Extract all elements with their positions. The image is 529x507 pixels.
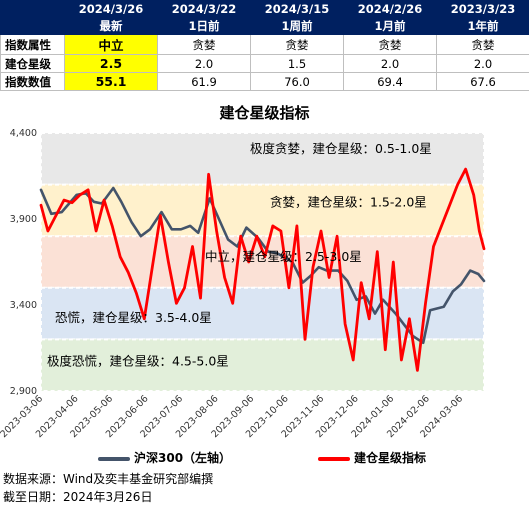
table-cell: 1.5 bbox=[250, 54, 344, 73]
table-cell: 69.4 bbox=[343, 72, 437, 91]
table-cell: 67.6 bbox=[436, 72, 529, 91]
row-label: 建仓星级 bbox=[0, 54, 65, 73]
row-label: 指数数值 bbox=[0, 72, 65, 91]
zone-label: 中立，建仓星级：2.5-3.0星 bbox=[205, 249, 362, 264]
legend-item-index: 建仓星级指标 bbox=[318, 449, 426, 466]
data-source-note: 数据来源：Wind及奕丰基金研究部编撰 bbox=[3, 472, 214, 486]
table-cell: 2.0 bbox=[157, 54, 251, 73]
column-date: 2024/3/22 bbox=[157, 0, 251, 18]
series-line-hs300 bbox=[39, 186, 486, 345]
table-cell: 贪婪 bbox=[250, 34, 344, 55]
y-tick-label: 4,400 bbox=[10, 128, 37, 139]
sentiment-zone bbox=[40, 338, 485, 392]
summary-table: 2024/3/26 2024/3/22 2024/3/15 2024/2/26 … bbox=[0, 0, 529, 91]
header-date-row: 2024/3/26 2024/3/22 2024/3/15 2024/2/26 … bbox=[0, 0, 529, 18]
row-label: 指数属性 bbox=[0, 34, 65, 55]
table-cell: 贪婪 bbox=[343, 34, 437, 55]
y-tick-label: 2,900 bbox=[10, 386, 37, 397]
series-line-index bbox=[39, 167, 486, 372]
table-row: 指数数值 55.1 61.9 76.0 69.4 67.6 bbox=[0, 72, 529, 91]
table-cell: 2.0 bbox=[343, 54, 437, 73]
table-row: 建仓星级 2.5 2.0 1.5 2.0 2.0 bbox=[0, 54, 529, 73]
column-date: 2024/2/26 bbox=[343, 0, 437, 18]
column-relative: 1年前 bbox=[436, 17, 529, 35]
zone-label: 极度恐慌，建仓星级：4.5-5.0星 bbox=[47, 353, 229, 368]
table-cell: 中立 bbox=[64, 34, 158, 55]
column-date: 2024/3/15 bbox=[250, 0, 344, 18]
legend-label-hs300: 沪深300（左轴） bbox=[134, 451, 232, 465]
table-cell: 2.0 bbox=[436, 54, 529, 73]
chart-title: 建仓星级指标 bbox=[219, 104, 310, 122]
chart-area: 2,9003,4003,9004,4002023-03-062023-04-06… bbox=[0, 128, 486, 440]
y-tick-label: 3,400 bbox=[10, 300, 37, 311]
legend-item-hs300: 沪深300（左轴） bbox=[98, 449, 231, 466]
column-relative: 1周前 bbox=[250, 17, 344, 35]
y-tick-label: 3,900 bbox=[10, 214, 37, 225]
column-relative: 最新 bbox=[64, 17, 158, 35]
table-cell: 贪婪 bbox=[157, 34, 251, 55]
zone-label: 恐慌，建仓星级：3.5-4.0星 bbox=[55, 310, 212, 325]
table-row: 指数属性 中立 贪婪 贪婪 贪婪 贪婪 bbox=[0, 34, 529, 55]
column-date: 2024/3/26 bbox=[64, 0, 158, 18]
header-corner bbox=[0, 17, 65, 35]
header-corner bbox=[0, 0, 65, 18]
header-relative-row: 最新 1日前 1周前 1月前 1年前 bbox=[0, 17, 529, 35]
legend-swatch-hs300 bbox=[98, 456, 130, 461]
legend-label-index: 建仓星级指标 bbox=[354, 451, 427, 465]
cutoff-date-note: 截至日期：2024年3月26日 bbox=[3, 490, 153, 504]
table-cell: 61.9 bbox=[157, 72, 251, 91]
table-cell: 2.5 bbox=[64, 54, 158, 73]
zone-label: 贪婪，建仓星级：1.5-2.0星 bbox=[270, 195, 427, 210]
column-relative: 1日前 bbox=[157, 17, 251, 35]
table-cell: 贪婪 bbox=[436, 34, 529, 55]
table-cell: 76.0 bbox=[250, 72, 344, 91]
legend-swatch-index bbox=[318, 456, 350, 461]
table-cell: 55.1 bbox=[64, 72, 158, 91]
column-relative: 1月前 bbox=[343, 17, 437, 35]
zone-label: 极度贪婪，建仓星级：0.5-1.0星 bbox=[250, 141, 432, 156]
column-date: 2023/3/23 bbox=[436, 0, 529, 18]
